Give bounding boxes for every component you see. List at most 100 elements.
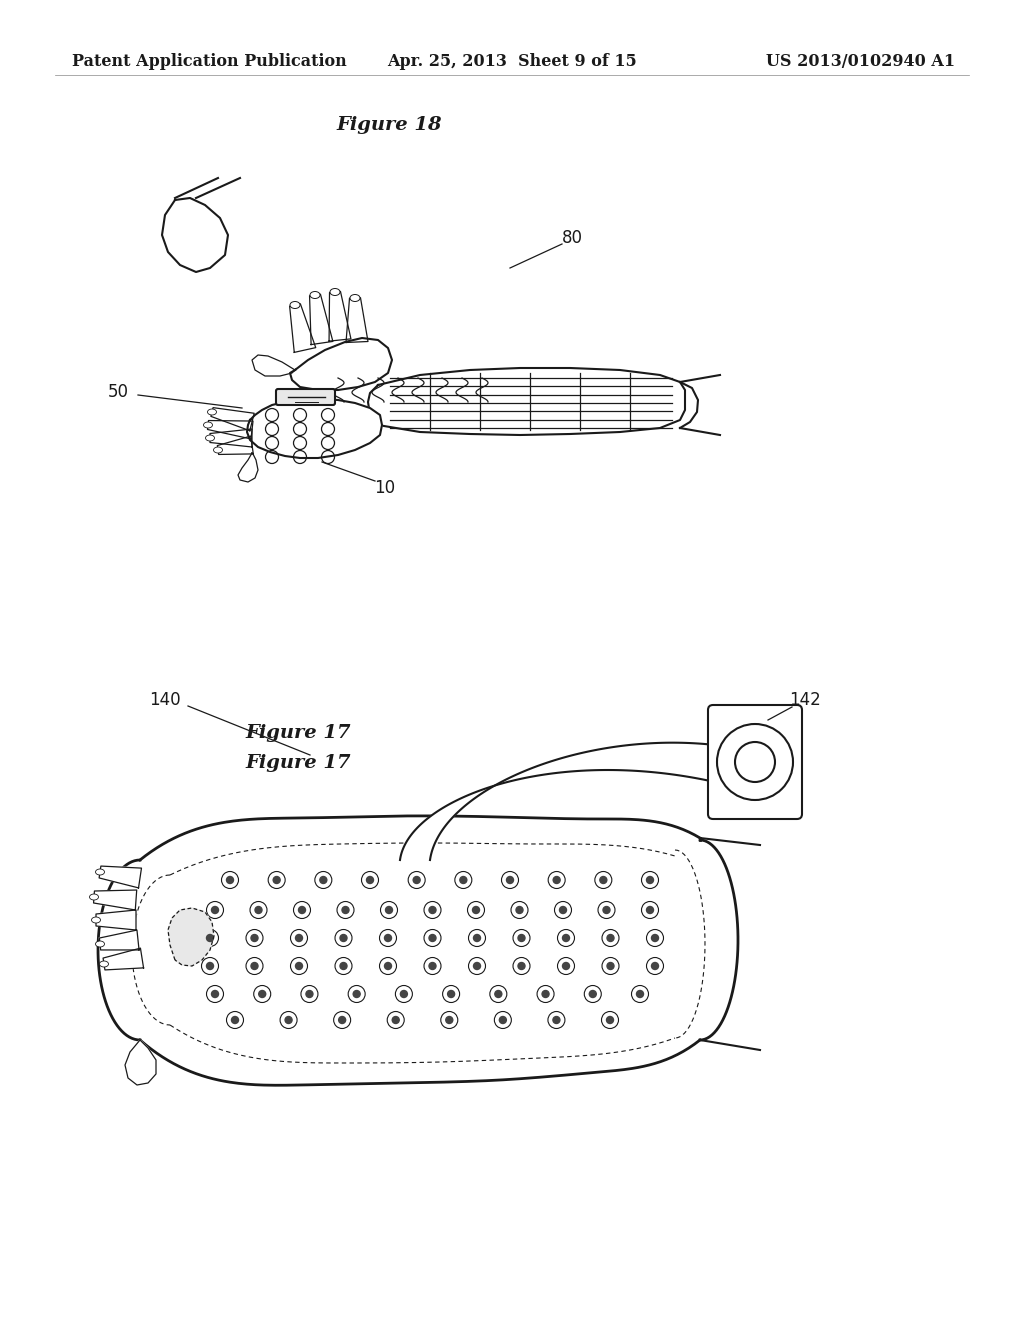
Polygon shape bbox=[210, 429, 252, 447]
Circle shape bbox=[296, 962, 302, 969]
Circle shape bbox=[651, 962, 658, 969]
Circle shape bbox=[319, 876, 327, 883]
Ellipse shape bbox=[213, 447, 222, 453]
Polygon shape bbox=[400, 743, 715, 861]
Circle shape bbox=[606, 1016, 613, 1023]
Ellipse shape bbox=[208, 409, 216, 414]
Text: Patent Application Publication: Patent Application Publication bbox=[72, 54, 347, 70]
Circle shape bbox=[607, 962, 614, 969]
Circle shape bbox=[429, 962, 436, 969]
Polygon shape bbox=[252, 355, 295, 376]
Polygon shape bbox=[208, 421, 253, 440]
Circle shape bbox=[603, 907, 610, 913]
Ellipse shape bbox=[95, 869, 104, 875]
Circle shape bbox=[339, 1016, 346, 1023]
Circle shape bbox=[460, 876, 467, 883]
Circle shape bbox=[413, 876, 420, 883]
Text: 10: 10 bbox=[375, 479, 395, 498]
Polygon shape bbox=[309, 294, 333, 345]
Circle shape bbox=[273, 876, 281, 883]
Ellipse shape bbox=[290, 301, 300, 309]
Circle shape bbox=[251, 935, 258, 941]
Ellipse shape bbox=[91, 917, 100, 923]
Text: 142: 142 bbox=[790, 690, 821, 709]
Circle shape bbox=[589, 990, 596, 998]
Polygon shape bbox=[290, 338, 392, 389]
Circle shape bbox=[651, 935, 658, 941]
Circle shape bbox=[207, 962, 213, 969]
Circle shape bbox=[553, 876, 560, 883]
Circle shape bbox=[516, 907, 523, 913]
Circle shape bbox=[553, 1016, 560, 1023]
Ellipse shape bbox=[95, 941, 104, 946]
Circle shape bbox=[296, 935, 302, 941]
Circle shape bbox=[495, 990, 502, 998]
Circle shape bbox=[384, 935, 391, 941]
Circle shape bbox=[562, 962, 569, 969]
Ellipse shape bbox=[330, 289, 340, 296]
Circle shape bbox=[646, 907, 653, 913]
Circle shape bbox=[472, 907, 479, 913]
Text: Figure 17: Figure 17 bbox=[246, 723, 351, 742]
Circle shape bbox=[607, 935, 614, 941]
Polygon shape bbox=[93, 890, 137, 909]
Circle shape bbox=[447, 990, 455, 998]
Circle shape bbox=[542, 990, 549, 998]
Text: Figure 18: Figure 18 bbox=[336, 116, 442, 135]
Ellipse shape bbox=[89, 894, 98, 900]
Polygon shape bbox=[290, 304, 315, 352]
Circle shape bbox=[500, 1016, 506, 1023]
Circle shape bbox=[207, 935, 213, 941]
Circle shape bbox=[507, 876, 513, 883]
Circle shape bbox=[340, 935, 347, 941]
Text: Apr. 25, 2013  Sheet 9 of 15: Apr. 25, 2013 Sheet 9 of 15 bbox=[387, 54, 637, 70]
Text: 50: 50 bbox=[108, 383, 128, 401]
Polygon shape bbox=[99, 866, 141, 888]
Circle shape bbox=[306, 990, 313, 998]
Polygon shape bbox=[247, 399, 382, 458]
Circle shape bbox=[562, 935, 569, 941]
Circle shape bbox=[473, 962, 480, 969]
Polygon shape bbox=[140, 816, 700, 1085]
Text: 140: 140 bbox=[150, 690, 181, 709]
Polygon shape bbox=[99, 931, 139, 950]
Circle shape bbox=[255, 907, 262, 913]
Polygon shape bbox=[238, 453, 258, 482]
Polygon shape bbox=[211, 408, 254, 430]
Circle shape bbox=[392, 1016, 399, 1023]
Polygon shape bbox=[168, 908, 214, 966]
Circle shape bbox=[353, 990, 360, 998]
Ellipse shape bbox=[206, 436, 214, 441]
Text: 80: 80 bbox=[561, 228, 583, 247]
Text: Figure 17: Figure 17 bbox=[246, 754, 351, 772]
Circle shape bbox=[518, 935, 525, 941]
Circle shape bbox=[717, 723, 793, 800]
Circle shape bbox=[473, 935, 480, 941]
Circle shape bbox=[600, 876, 607, 883]
Circle shape bbox=[559, 907, 566, 913]
FancyBboxPatch shape bbox=[708, 705, 802, 818]
Circle shape bbox=[367, 876, 374, 883]
Circle shape bbox=[384, 962, 391, 969]
Polygon shape bbox=[125, 1040, 156, 1085]
Circle shape bbox=[285, 1016, 292, 1023]
Polygon shape bbox=[329, 292, 351, 341]
Ellipse shape bbox=[350, 294, 360, 301]
Circle shape bbox=[429, 907, 436, 913]
Polygon shape bbox=[346, 298, 368, 342]
Circle shape bbox=[226, 876, 233, 883]
Circle shape bbox=[251, 962, 258, 969]
Circle shape bbox=[646, 876, 653, 883]
Circle shape bbox=[400, 990, 408, 998]
Circle shape bbox=[212, 907, 218, 913]
Circle shape bbox=[259, 990, 265, 998]
Polygon shape bbox=[217, 436, 253, 454]
FancyBboxPatch shape bbox=[276, 389, 335, 405]
Polygon shape bbox=[368, 368, 685, 436]
Circle shape bbox=[212, 990, 218, 998]
Ellipse shape bbox=[204, 422, 213, 428]
Circle shape bbox=[735, 742, 775, 781]
Circle shape bbox=[445, 1016, 453, 1023]
Polygon shape bbox=[103, 948, 143, 970]
Circle shape bbox=[299, 907, 305, 913]
